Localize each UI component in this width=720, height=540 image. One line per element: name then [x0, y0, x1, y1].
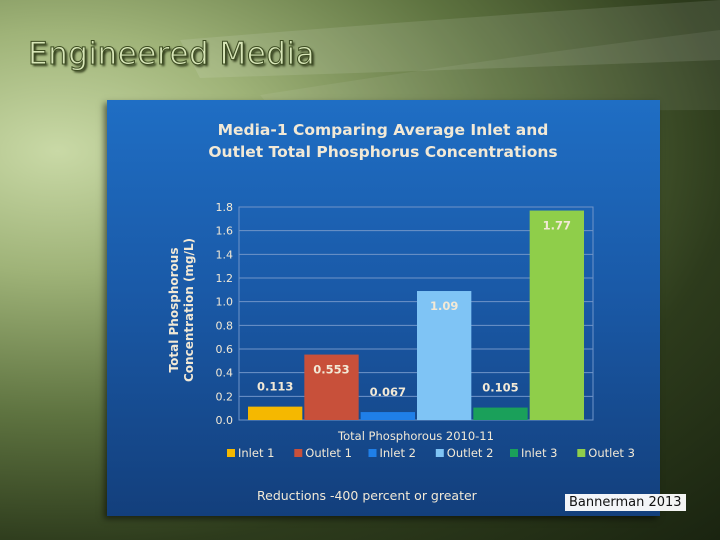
data-label: 0.105 — [482, 381, 518, 395]
y-axis-title-line-2: Concentration (mg/L) — [182, 238, 196, 382]
slide-title: Engineered Media — [27, 36, 316, 73]
y-tick-label: 0.0 — [216, 414, 234, 427]
bar-outlet-2 — [417, 291, 472, 420]
chart-title-line-1: Media-1 Comparing Average Inlet and — [218, 121, 549, 139]
y-tick-label: 0.2 — [216, 390, 234, 403]
bar-outlet-1 — [304, 354, 359, 420]
legend-label: Inlet 1 — [238, 446, 274, 460]
legend-label: Inlet 3 — [521, 446, 557, 460]
legend-swatch — [435, 449, 444, 457]
data-label: 0.553 — [313, 363, 349, 377]
y-axis-title-line-1: Total Phosphorous — [167, 248, 181, 373]
legend: Inlet 1 Outlet 1 Inlet 2 Outlet 2 Inlet 3 Out… — [227, 446, 635, 460]
chart-title-line-2: Outlet Total Phosphorus Concentrations — [208, 143, 557, 161]
legend-swatch — [294, 449, 303, 457]
chart-panel: Media-1 Comparing Average Inlet and Outl… — [107, 100, 660, 516]
legend-swatch — [227, 449, 235, 457]
y-tick-label: 0.6 — [216, 343, 234, 356]
chart-footnote: Reductions -400 percent or greater — [257, 488, 478, 503]
x-axis-title: Total Phosphorous 2010-11 — [337, 429, 494, 443]
bar-inlet-2 — [360, 412, 415, 420]
legend-swatch — [510, 449, 518, 457]
y-tick-label: 1.8 — [216, 201, 234, 214]
y-tick-label: 0.8 — [216, 319, 234, 332]
legend-label: Inlet 2 — [380, 446, 416, 460]
legend-label: Outlet 3 — [588, 446, 635, 460]
bar-outlet-3 — [529, 210, 584, 420]
bar-chart: Media-1 Comparing Average Inlet and Outl… — [167, 121, 635, 503]
legend-swatch — [577, 449, 586, 457]
data-label: 0.067 — [370, 385, 406, 399]
bar-inlet-3 — [473, 407, 528, 420]
legend-label: Outlet 2 — [447, 446, 494, 460]
y-tick-label: 1.2 — [216, 272, 234, 285]
legend-swatch — [368, 449, 377, 457]
bar-inlet-1 — [248, 406, 303, 420]
y-tick-label: 1.4 — [216, 248, 234, 261]
y-tick-label: 1.6 — [216, 225, 234, 238]
data-label: 1.09 — [430, 299, 458, 313]
legend-label: Outlet 1 — [305, 446, 352, 460]
data-label: 0.113 — [257, 380, 293, 394]
y-tick-label: 0.4 — [216, 367, 234, 380]
data-label: 1.77 — [543, 219, 571, 233]
slide-credit: Bannerman 2013 — [565, 494, 686, 511]
y-tick-label: 1.0 — [216, 296, 234, 309]
